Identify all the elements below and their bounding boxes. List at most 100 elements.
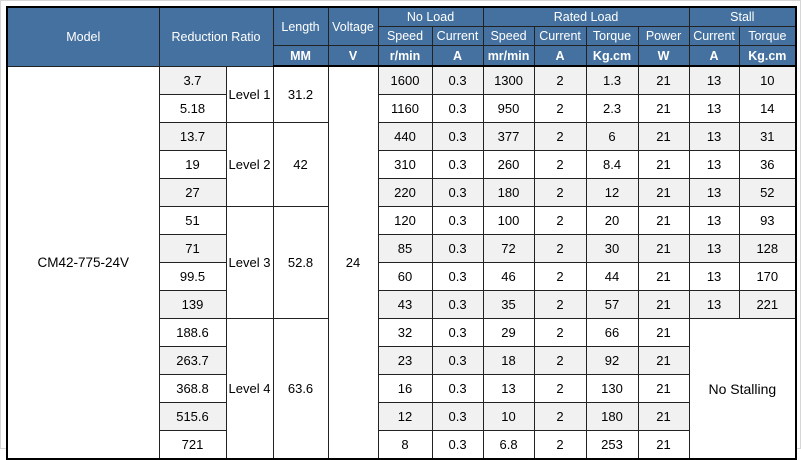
rated-power-cell: 21 bbox=[637, 374, 690, 403]
no-load-speed-cell: 43 bbox=[377, 290, 433, 319]
rated-current-cell: 2 bbox=[533, 122, 587, 151]
stall-torque-cell: 170 bbox=[738, 262, 797, 291]
level-cell: Level 2 bbox=[225, 122, 274, 207]
rated-torque-cell: 8.4 bbox=[585, 150, 639, 179]
rated-power-cell: 21 bbox=[637, 65, 690, 95]
rated-speed-cell: 377 bbox=[482, 122, 535, 151]
stall-current-cell: 13 bbox=[688, 94, 740, 123]
header-length: Length bbox=[272, 6, 329, 46]
ratio-cell: 721 bbox=[158, 430, 227, 460]
rated-torque-cell: 130 bbox=[585, 374, 639, 403]
rated-speed-cell: 35 bbox=[482, 290, 535, 319]
no-load-speed-cell: 60 bbox=[377, 262, 433, 291]
level-cell: Level 3 bbox=[225, 206, 274, 319]
stall-current-cell: 13 bbox=[688, 290, 740, 319]
unit-rated-torque: Kg.cm bbox=[585, 45, 639, 67]
stall-torque-cell: 93 bbox=[738, 206, 797, 235]
table-header: Model Reduction Ratio Length Voltage No … bbox=[6, 6, 797, 67]
no-load-current-cell: 0.3 bbox=[431, 402, 484, 431]
rated-power-cell: 21 bbox=[637, 402, 690, 431]
rated-speed-cell: 18 bbox=[482, 346, 535, 375]
no-load-current-cell: 0.3 bbox=[431, 122, 484, 151]
rated-power-cell: 21 bbox=[637, 178, 690, 207]
no-load-speed-cell: 16 bbox=[377, 374, 433, 403]
rated-power-cell: 21 bbox=[637, 94, 690, 123]
table-row: 27 220 0.3 180 2 12 21 13 52 bbox=[7, 178, 797, 207]
rated-power-cell: 21 bbox=[637, 150, 690, 179]
rated-current-cell: 2 bbox=[533, 178, 587, 207]
stall-torque-cell: 221 bbox=[738, 290, 797, 319]
rated-speed-cell: 950 bbox=[482, 94, 535, 123]
rated-torque-cell: 44 bbox=[585, 262, 639, 291]
header-no-load-current: Current bbox=[431, 26, 484, 46]
no-load-speed-cell: 220 bbox=[377, 178, 433, 207]
rated-speed-cell: 13 bbox=[482, 374, 535, 403]
no-load-current-cell: 0.3 bbox=[431, 206, 484, 235]
stall-torque-cell: 128 bbox=[738, 234, 797, 263]
rated-current-cell: 2 bbox=[533, 318, 587, 347]
no-load-current-cell: 0.3 bbox=[431, 318, 484, 347]
stall-current-cell: 13 bbox=[688, 178, 740, 207]
stall-current-cell: 13 bbox=[688, 122, 740, 151]
stall-current-cell: 13 bbox=[688, 206, 740, 235]
no-load-current-cell: 0.3 bbox=[431, 178, 484, 207]
header-rated-speed: Speed bbox=[482, 26, 535, 46]
rated-torque-cell: 6 bbox=[585, 122, 639, 151]
no-stalling-cell: No Stalling bbox=[688, 318, 797, 460]
header-rated-load: Rated Load bbox=[482, 6, 690, 27]
header-stall: Stall bbox=[688, 6, 797, 27]
stall-torque-cell: 36 bbox=[738, 150, 797, 179]
rated-torque-cell: 66 bbox=[585, 318, 639, 347]
rated-current-cell: 2 bbox=[533, 402, 587, 431]
rated-torque-cell: 180 bbox=[585, 402, 639, 431]
rated-power-cell: 21 bbox=[637, 122, 690, 151]
rated-current-cell: 2 bbox=[533, 206, 587, 235]
no-load-speed-cell: 120 bbox=[377, 206, 433, 235]
no-load-current-cell: 0.3 bbox=[431, 430, 484, 460]
rated-power-cell: 21 bbox=[637, 234, 690, 263]
rated-current-cell: 2 bbox=[533, 65, 587, 95]
header-rated-current: Current bbox=[533, 26, 587, 46]
ratio-cell: 27 bbox=[158, 178, 227, 207]
no-load-current-cell: 0.3 bbox=[431, 290, 484, 319]
table-body: CM42-775-24V 3.7 Level 1 31.2 24 1600 0.… bbox=[6, 65, 797, 460]
length-cell: 52.8 bbox=[272, 206, 329, 319]
rated-current-cell: 2 bbox=[533, 374, 587, 403]
table-row: 188.6 Level 4 63.6 32 0.3 29 2 66 21 No … bbox=[7, 318, 797, 460]
header-no-load: No Load bbox=[377, 6, 484, 27]
level-cell: Level 1 bbox=[225, 65, 274, 123]
unit-stall-torque: Kg.cm bbox=[738, 45, 797, 67]
length-cell: 42 bbox=[272, 122, 329, 207]
stall-current-cell: 13 bbox=[688, 150, 740, 179]
no-load-speed-cell: 310 bbox=[377, 150, 433, 179]
header-rated-power: Power bbox=[637, 26, 690, 46]
rated-torque-cell: 20 bbox=[585, 206, 639, 235]
rated-torque-cell: 12 bbox=[585, 178, 639, 207]
ratio-cell: 3.7 bbox=[158, 65, 227, 95]
rated-current-cell: 2 bbox=[533, 290, 587, 319]
rated-speed-cell: 46 bbox=[482, 262, 535, 291]
ratio-cell: 368.8 bbox=[158, 374, 227, 403]
table-row: 99.5 60 0.3 46 2 44 21 13 170 bbox=[7, 262, 797, 291]
rated-torque-cell: 57 bbox=[585, 290, 639, 319]
table-row: 139 43 0.3 35 2 57 21 13 221 bbox=[7, 290, 797, 319]
stall-current-cell: 13 bbox=[688, 65, 740, 95]
model-cell: CM42-775-24V bbox=[6, 65, 160, 460]
no-load-speed-cell: 32 bbox=[377, 318, 433, 347]
header-stall-current: Current bbox=[688, 26, 740, 46]
header-reduction-ratio: Reduction Ratio bbox=[158, 6, 274, 67]
header-model: Model bbox=[6, 6, 160, 67]
rated-torque-cell: 30 bbox=[585, 234, 639, 263]
no-load-current-cell: 0.3 bbox=[431, 262, 484, 291]
rated-current-cell: 2 bbox=[533, 150, 587, 179]
rated-power-cell: 21 bbox=[637, 346, 690, 375]
stall-torque-cell: 14 bbox=[738, 94, 797, 123]
ratio-cell: 263.7 bbox=[158, 346, 227, 375]
ratio-cell: 71 bbox=[158, 234, 227, 263]
ratio-cell: 515.6 bbox=[158, 402, 227, 431]
no-load-current-cell: 0.3 bbox=[431, 346, 484, 375]
stall-current-cell: 13 bbox=[688, 234, 740, 263]
rated-current-cell: 2 bbox=[533, 430, 587, 460]
table-row: CM42-775-24V 3.7 Level 1 31.2 24 1600 0.… bbox=[6, 65, 797, 460]
no-load-speed-cell: 12 bbox=[377, 402, 433, 431]
